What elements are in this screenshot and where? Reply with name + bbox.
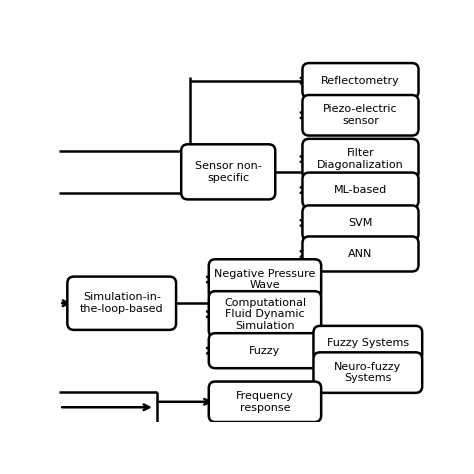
Text: SVM: SVM — [348, 218, 373, 228]
Text: ML-based: ML-based — [334, 185, 387, 195]
Text: Negative Pressure
Wave: Negative Pressure Wave — [214, 269, 316, 290]
FancyBboxPatch shape — [209, 259, 321, 300]
Text: Simulation-in-
the-loop-based: Simulation-in- the-loop-based — [80, 292, 164, 314]
FancyBboxPatch shape — [313, 352, 422, 393]
FancyBboxPatch shape — [209, 291, 321, 337]
Text: Sensor non-
specific: Sensor non- specific — [195, 161, 262, 182]
FancyBboxPatch shape — [302, 173, 419, 208]
Text: Fuzzy: Fuzzy — [249, 346, 281, 356]
Text: Fuzzy Systems: Fuzzy Systems — [327, 338, 409, 348]
Text: Computational
Fluid Dynamic
Simulation: Computational Fluid Dynamic Simulation — [224, 298, 306, 331]
FancyBboxPatch shape — [302, 95, 419, 136]
Text: Piezo-electric
sensor: Piezo-electric sensor — [323, 104, 398, 126]
FancyBboxPatch shape — [209, 382, 321, 422]
FancyBboxPatch shape — [302, 139, 419, 179]
FancyBboxPatch shape — [313, 326, 422, 361]
FancyBboxPatch shape — [209, 333, 321, 368]
FancyBboxPatch shape — [181, 144, 275, 200]
FancyBboxPatch shape — [302, 63, 419, 98]
Text: Neuro-fuzzy
Systems: Neuro-fuzzy Systems — [334, 362, 401, 383]
FancyBboxPatch shape — [302, 205, 419, 240]
Text: Reflectometry: Reflectometry — [321, 76, 400, 86]
Text: Frequency
response: Frequency response — [236, 391, 294, 412]
FancyBboxPatch shape — [302, 237, 419, 272]
FancyBboxPatch shape — [67, 277, 176, 330]
Text: ANN: ANN — [348, 249, 373, 259]
Text: Filter
Diagonalization: Filter Diagonalization — [317, 148, 404, 170]
